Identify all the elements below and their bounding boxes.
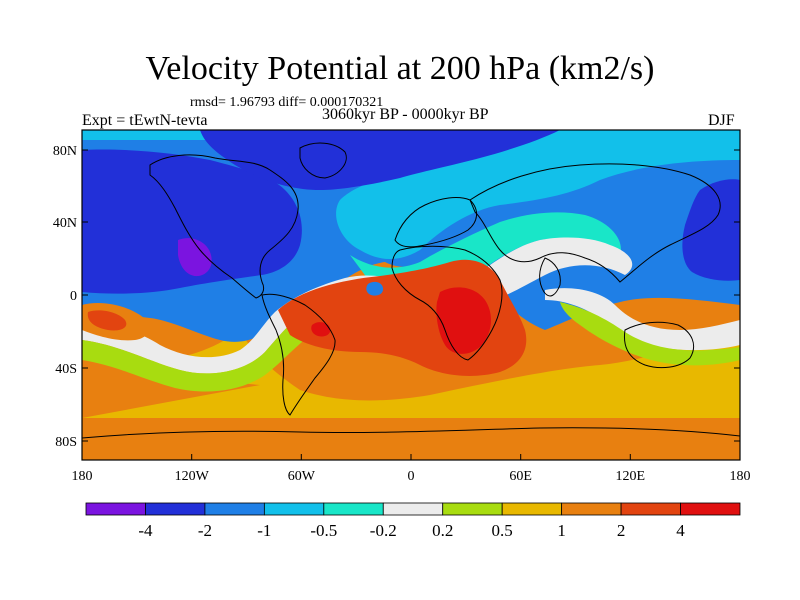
experiment-label: Expt = tEwtN-tevta <box>82 112 208 129</box>
period-label: 3060kyr BP - 0000kyr BP <box>322 106 489 123</box>
lat-tick-80n: 80N <box>53 144 77 159</box>
colorbar: -4 -2 -1 -0.5 -0.2 0.2 0.5 1 2 4 <box>85 502 741 540</box>
field-near-zero <box>82 237 740 374</box>
field-pos4 <box>311 287 492 354</box>
lon-tick-60e: 60E <box>509 469 532 484</box>
coast-india <box>539 257 561 297</box>
field-neg2-east <box>682 179 740 281</box>
colorbar-swatch <box>85 502 146 516</box>
lon-tick-120e: 120E <box>616 469 646 484</box>
stats-label: rmsd= 1.96793 diff= 0.000170321 <box>190 95 384 110</box>
lon-tick-180e: 180 <box>730 469 751 484</box>
plot-title: Velocity Potential at 200 hPa (km2/s) <box>145 50 655 87</box>
lon-tick-60w: 60W <box>288 469 316 484</box>
field-neg2-west <box>82 149 302 294</box>
colorbar-swatch <box>382 502 444 516</box>
colorbar-label: 0.5 <box>492 521 513 540</box>
coast-north-america <box>149 154 299 299</box>
field-neg1-atlantic <box>366 281 384 296</box>
colorbar-label: -2 <box>198 521 212 540</box>
field-pos2-pacific <box>87 310 127 331</box>
field-neg4 <box>178 238 212 277</box>
coast-antarctica <box>82 427 740 439</box>
lat-tick-80s: 80S <box>55 435 77 450</box>
lat-tick-40s: 40S <box>55 362 77 377</box>
colorbar-label: 2 <box>617 521 626 540</box>
field-pos02 <box>82 297 740 392</box>
colorbar-swatch <box>561 502 622 516</box>
colorbar-label: -1 <box>257 521 271 540</box>
lat-tick-40n: 40N <box>53 216 77 231</box>
colorbar-swatch <box>442 502 503 516</box>
lat-axis: 80N 40N 0 40S 80S <box>53 144 740 450</box>
colorbar-swatch <box>620 502 681 516</box>
colorbar-swatch <box>501 502 563 516</box>
colorbar-swatch <box>680 502 741 516</box>
colorbar-label: -4 <box>138 521 153 540</box>
coastlines <box>82 142 740 439</box>
coast-asia <box>469 163 721 283</box>
coast-greenland <box>299 142 347 179</box>
field-neg05 <box>82 130 740 259</box>
lon-tick-180w: 180 <box>72 469 93 484</box>
season-label: DJF <box>708 112 735 129</box>
field-neg2-north <box>200 130 560 190</box>
colorbar-swatch <box>145 502 206 516</box>
colorbar-label: -0.5 <box>310 521 337 540</box>
coast-australia <box>623 321 694 369</box>
field-south-band <box>82 418 740 460</box>
colorbar-label: 4 <box>676 521 685 540</box>
coast-africa <box>391 245 503 361</box>
colorbar-label: 1 <box>557 521 566 540</box>
lon-tick-120w: 120W <box>175 469 210 484</box>
colorbar-swatch <box>204 502 265 516</box>
coast-europe <box>394 197 477 248</box>
lon-axis: 180 120W 60W 0 60E 120E 180 <box>72 454 751 484</box>
map-field <box>82 130 740 460</box>
coast-south-america <box>261 293 336 416</box>
lon-tick-0: 0 <box>408 469 415 484</box>
lat-tick-0: 0 <box>70 289 77 304</box>
colorbar-label: -0.2 <box>370 521 397 540</box>
colorbar-label: 0.2 <box>432 521 453 540</box>
field-neg02 <box>350 212 621 289</box>
colorbar-swatch <box>323 502 384 516</box>
colorbar-swatch <box>263 502 325 516</box>
